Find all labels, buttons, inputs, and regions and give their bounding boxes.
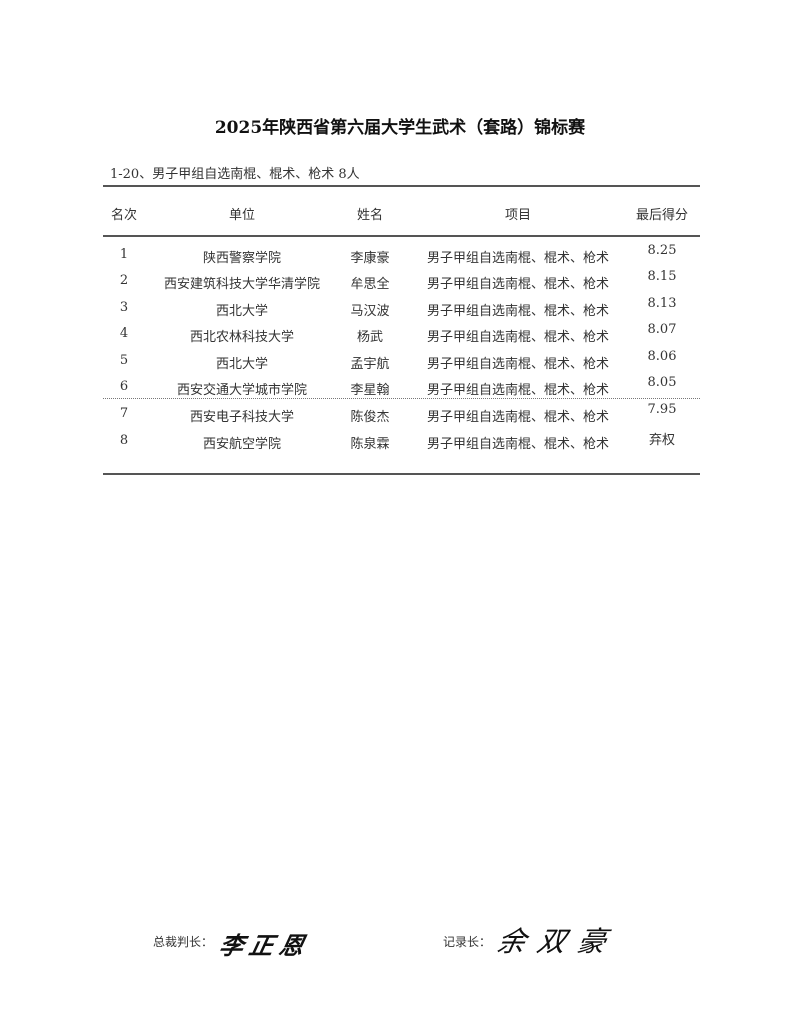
- cell-unit: 西安建筑科技大学华清学院: [163, 277, 320, 292]
- cell-unit: 西安航空学院: [202, 437, 281, 452]
- cell-name: 杨武: [356, 330, 383, 345]
- table-row: 7 西安电子科技大学 陈俊杰 男子甲组自选南棍、棍术、枪术 7.95: [103, 402, 700, 426]
- cell-name: 陈俊杰: [350, 410, 390, 425]
- cell-score: 8.15: [647, 269, 677, 284]
- cell-event: 男子甲组自选南棍、棍术、枪术: [426, 304, 609, 319]
- cell-event: 男子甲组自选南棍、棍术、枪术: [426, 383, 609, 398]
- cell-name: 李康豪: [350, 251, 390, 266]
- cell-rank: 8: [119, 433, 129, 448]
- table-row: 8 西安航空学院 陈泉霖 男子甲组自选南棍、棍术、枪术 弃权: [103, 433, 700, 453]
- cell-event: 男子甲组自选南棍、棍术、枪术: [426, 277, 609, 292]
- cell-score: 7.95: [647, 402, 677, 417]
- cell-name: 孟宇航: [350, 357, 390, 372]
- table-header: 名次 单位 姓名 项目 最后得分: [103, 204, 700, 224]
- cell-rank: 3: [119, 300, 129, 315]
- header-event: 项目: [504, 208, 531, 223]
- event-subtitle: 1-20、男子甲组自选南棍、棍术、枪术 8人: [110, 167, 360, 182]
- cell-event: 男子甲组自选南棍、棍术、枪术: [426, 437, 609, 452]
- cell-score: 8.07: [647, 322, 677, 337]
- cell-rank: 5: [119, 353, 129, 368]
- table-row: 5 西北大学 孟宇航 男子甲组自选南棍、棍术、枪术 8.06: [103, 349, 700, 373]
- qualification-divider: [103, 398, 700, 399]
- header-name: 姓名: [356, 208, 383, 223]
- cell-unit: 西北农林科技大学: [189, 330, 294, 345]
- cell-score: 弃权: [648, 433, 675, 448]
- cell-unit: 西安交通大学城市学院: [176, 383, 307, 398]
- table-header-rule: [103, 235, 700, 237]
- cell-event: 男子甲组自选南棍、棍术、枪术: [426, 251, 609, 266]
- header-rank: 名次: [110, 208, 137, 223]
- cell-unit: 西北大学: [215, 304, 268, 319]
- cell-rank: 2: [119, 273, 129, 288]
- table-row: 4 西北农林科技大学 杨武 男子甲组自选南棍、棍术、枪术 8.07: [103, 322, 700, 346]
- cell-unit: 西北大学: [215, 357, 268, 372]
- cell-rank: 7: [119, 406, 129, 421]
- table-row: 3 西北大学 马汉波 男子甲组自选南棍、棍术、枪术 8.13: [103, 296, 700, 320]
- cell-score: 8.05: [647, 375, 677, 390]
- cell-rank: 6: [119, 379, 129, 394]
- table-row: 1 陕西警察学院 李康豪 男子甲组自选南棍、棍术、枪术 8.25: [103, 243, 700, 267]
- recorder-signature: 余双豪: [494, 925, 622, 958]
- cell-event: 男子甲组自选南棍、棍术、枪术: [426, 357, 609, 372]
- chief-judge-label: 总裁判长：: [153, 935, 214, 949]
- header-score: 最后得分: [635, 208, 688, 223]
- table-row: 2 西安建筑科技大学华清学院 牟思全 男子甲组自选南棍、棍术、枪术 8.15: [103, 269, 700, 293]
- cell-rank: 1: [119, 247, 129, 262]
- page-title: 2025年陕西省第六届大学生武术（套路）锦标赛: [214, 118, 586, 138]
- cell-name: 李星翰: [350, 383, 390, 398]
- cell-name: 陈泉霖: [350, 437, 390, 452]
- table-top-rule: [103, 185, 700, 187]
- cell-name: 马汉波: [350, 304, 390, 319]
- table-row: 6 西安交通大学城市学院 李星翰 男子甲组自选南棍、棍术、枪术 8.05: [103, 375, 700, 399]
- header-unit: 单位: [228, 208, 255, 223]
- cell-event: 男子甲组自选南棍、棍术、枪术: [426, 410, 609, 425]
- cell-unit: 西安电子科技大学: [189, 410, 294, 425]
- cell-event: 男子甲组自选南棍、棍术、枪术: [426, 330, 609, 345]
- cell-rank: 4: [119, 326, 129, 341]
- table-bottom-rule: [103, 473, 700, 475]
- cell-name: 牟思全: [350, 277, 390, 292]
- cell-score: 8.06: [647, 349, 677, 364]
- chief-judge-signature: 李正恩: [216, 931, 313, 960]
- cell-score: 8.25: [647, 243, 677, 258]
- cell-score: 8.13: [647, 296, 677, 311]
- recorder-label: 记录长：: [443, 935, 492, 949]
- cell-unit: 陕西警察学院: [202, 251, 281, 266]
